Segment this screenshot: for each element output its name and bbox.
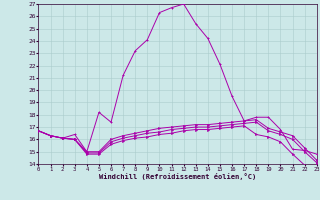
X-axis label: Windchill (Refroidissement éolien,°C): Windchill (Refroidissement éolien,°C)	[99, 173, 256, 180]
